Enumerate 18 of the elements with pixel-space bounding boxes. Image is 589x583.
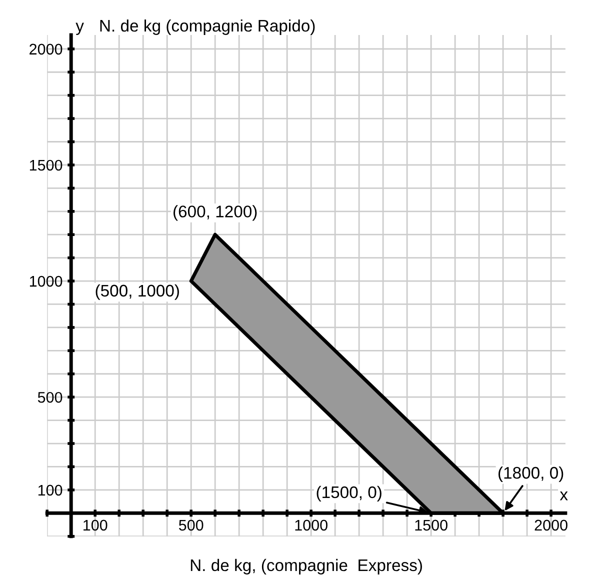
x-tick-label: 2000: [534, 520, 568, 531]
x-tick-label: 1500: [415, 520, 448, 531]
y-axis-title: N. de kg (compagnie Rapido): [100, 19, 315, 35]
y-tick-label: 1000: [30, 276, 62, 287]
y-tick-label: 2000: [30, 44, 62, 55]
x-tick-label: 1000: [295, 520, 328, 531]
annotation: (500, 1000): [96, 284, 179, 300]
annotation: (1500, 0): [316, 486, 382, 502]
x-tick-label: 500: [178, 520, 204, 531]
y-tick-label: 500: [38, 392, 62, 403]
x-axis-title: N. de kg, (compagnie Express): [190, 558, 422, 574]
text: y: [76, 22, 84, 35]
y-tick-label: 1500: [30, 160, 62, 171]
x-tick-label: 100: [84, 520, 108, 531]
annotation: (1800, 0): [498, 466, 564, 482]
annotation: (600, 1200): [174, 205, 257, 221]
annotation: x: [560, 492, 568, 500]
y-tick-label: 100: [38, 484, 62, 496]
